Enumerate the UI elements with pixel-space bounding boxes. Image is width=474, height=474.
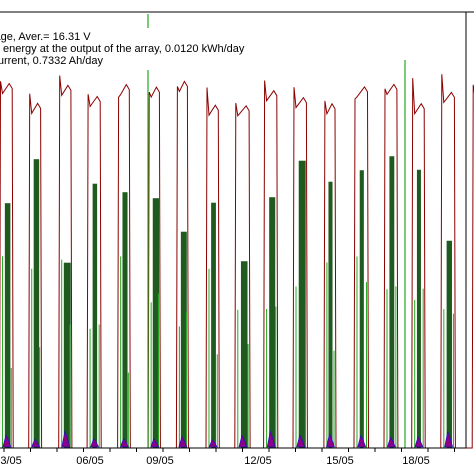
energy-column bbox=[269, 197, 276, 448]
x-tick-label: 06/05 bbox=[76, 455, 104, 467]
series-layer bbox=[0, 14, 474, 449]
legend-box bbox=[0, 28, 282, 70]
energy-column bbox=[33, 159, 40, 448]
current-peak bbox=[444, 430, 454, 448]
energy-column bbox=[416, 169, 421, 448]
energy-column bbox=[211, 202, 216, 448]
current-peak bbox=[120, 438, 129, 448]
energy-column bbox=[122, 192, 128, 448]
x-tick-label: 12/05 bbox=[244, 455, 272, 467]
energy-column bbox=[328, 181, 333, 448]
energy-column bbox=[152, 198, 160, 448]
current-peak bbox=[238, 434, 248, 448]
x-tick-label: 09/05 bbox=[146, 455, 174, 467]
current-peak bbox=[31, 438, 41, 448]
current-peak bbox=[326, 433, 335, 448]
legend-entry-voltage: Array voltage, Aver.= 16.31 V bbox=[0, 31, 91, 43]
current-peak bbox=[387, 436, 396, 448]
current-peak bbox=[178, 435, 188, 448]
legend-entry-current: Array current, 0.7332 Ah/day bbox=[0, 55, 104, 67]
current-peak bbox=[150, 438, 160, 448]
x-tick-label: 15/05 bbox=[326, 455, 354, 467]
energy-column bbox=[180, 231, 187, 448]
energy-column bbox=[446, 240, 452, 448]
current-peak bbox=[296, 434, 306, 448]
current-peak bbox=[208, 439, 218, 448]
x-tick-label: 03/05 bbox=[0, 455, 22, 467]
current-peak bbox=[266, 430, 276, 448]
current-peak bbox=[2, 434, 12, 448]
energy-column bbox=[359, 170, 364, 449]
current-peak bbox=[90, 438, 100, 448]
axis-layer bbox=[0, 11, 474, 449]
legend: Array voltage, Aver.= 16.31 V Effective … bbox=[0, 28, 282, 70]
x-tick-label: 18/05 bbox=[402, 455, 430, 467]
current-peak bbox=[357, 434, 367, 448]
energy-column bbox=[389, 156, 395, 449]
legend-entry-energy: Effective energy at the output of the ar… bbox=[0, 43, 245, 55]
energy-column bbox=[92, 183, 98, 448]
energy-column bbox=[4, 203, 11, 448]
current-peak bbox=[414, 436, 424, 448]
energy-column bbox=[63, 262, 71, 448]
energy-column bbox=[298, 160, 306, 448]
current-peak bbox=[61, 430, 71, 448]
energy-column bbox=[240, 261, 248, 448]
